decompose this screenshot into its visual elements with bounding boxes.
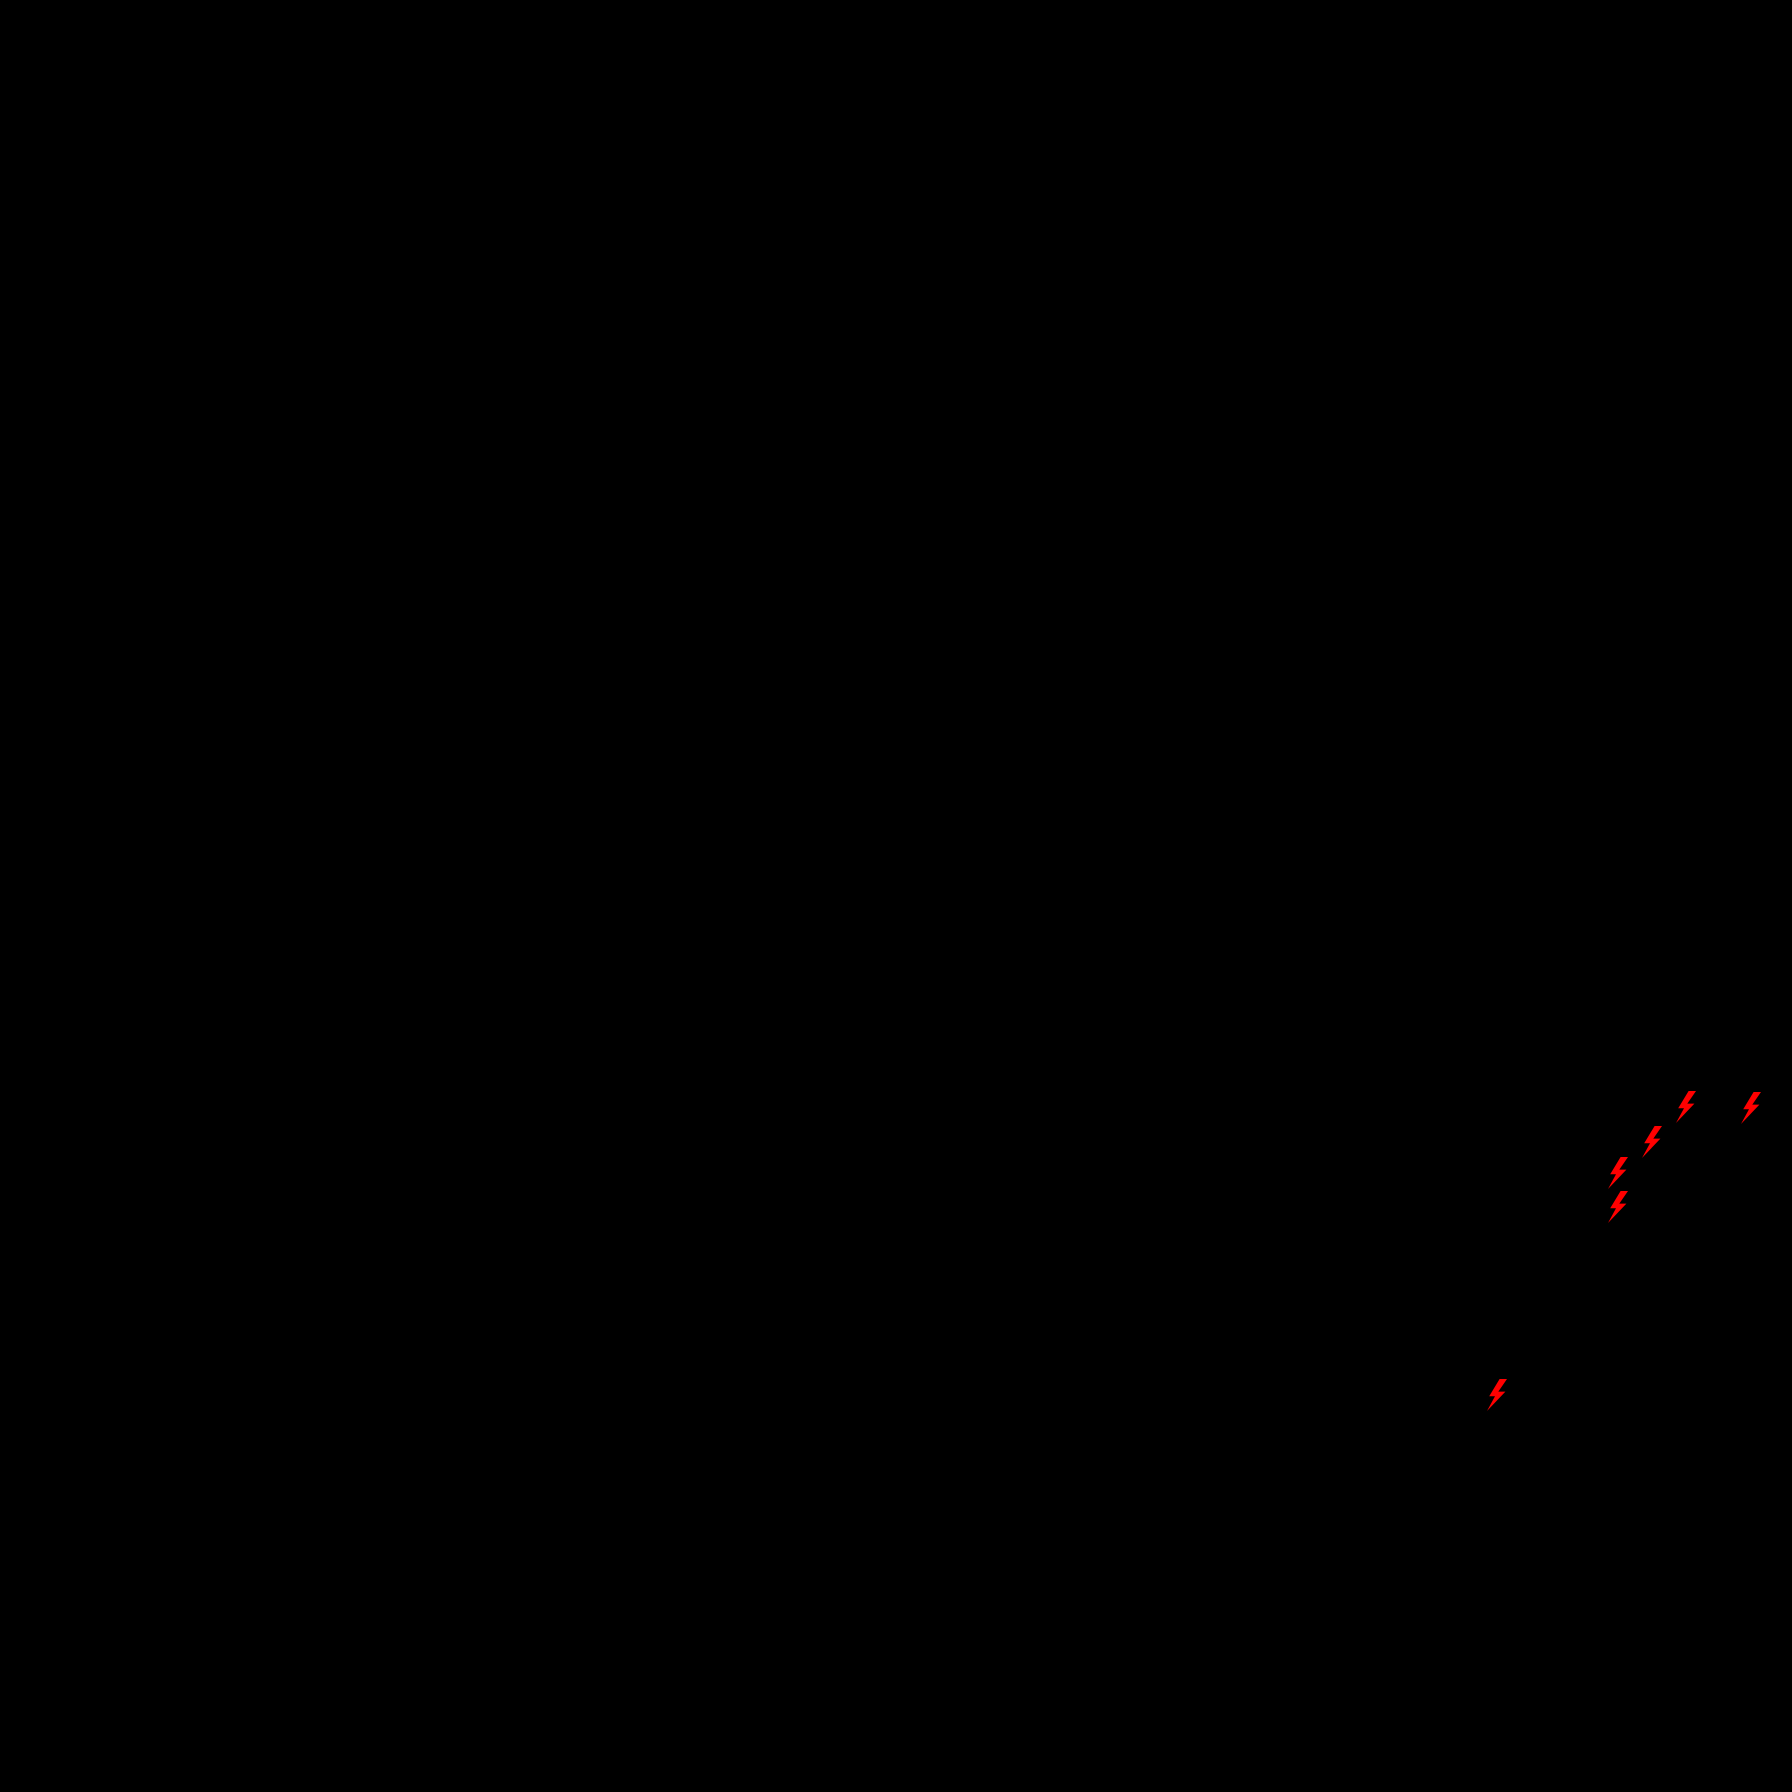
lightning-bolt-icon[interactable] [1675, 1091, 1697, 1123]
lightning-bolt-glyph [1741, 1092, 1761, 1124]
lightning-bolt-shape [1642, 1126, 1662, 1158]
lightning-bolt-glyph [1676, 1091, 1696, 1123]
lightning-bolt-icon[interactable] [1486, 1379, 1508, 1411]
lightning-bolt-glyph [1608, 1191, 1628, 1223]
lightning-bolt-shape [1487, 1379, 1507, 1411]
lightning-bolt-shape [1608, 1191, 1628, 1223]
lightning-bolt-glyph [1642, 1126, 1662, 1158]
lightning-bolt-shape [1741, 1092, 1761, 1124]
lightning-bolt-icon[interactable] [1641, 1126, 1663, 1158]
lightning-bolt-icon[interactable] [1607, 1191, 1629, 1223]
lightning-bolt-glyph [1487, 1379, 1507, 1411]
lightning-bolt-glyph [1608, 1157, 1628, 1189]
lightning-bolt-shape [1676, 1091, 1696, 1123]
lightning-bolt-icon[interactable] [1740, 1092, 1762, 1124]
lightning-bolt-shape [1608, 1157, 1628, 1189]
lightning-bolt-icon[interactable] [1607, 1157, 1629, 1189]
